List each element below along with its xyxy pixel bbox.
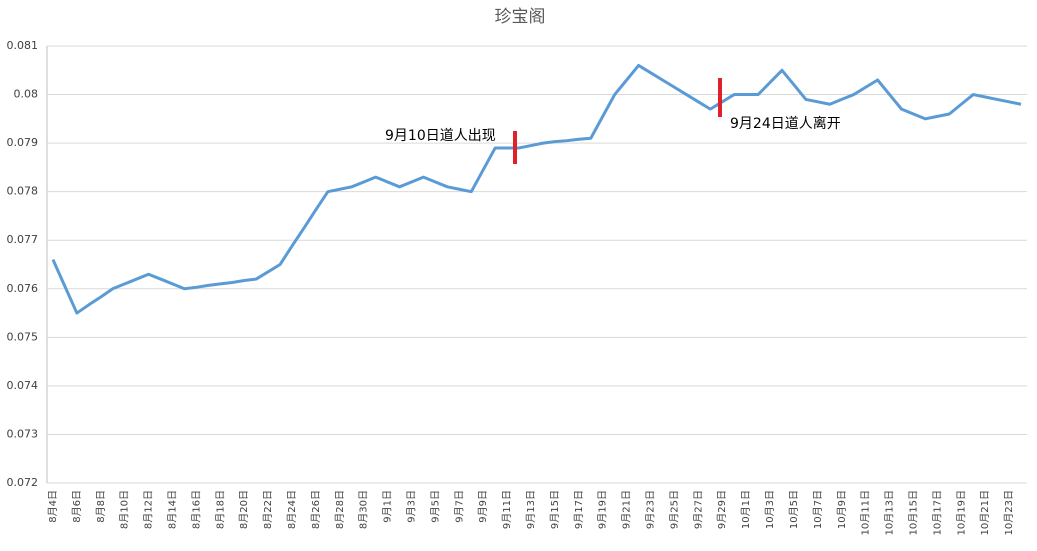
x-tick-label: 8月18日 (214, 490, 226, 529)
x-tick-label: 9月19日 (597, 490, 609, 529)
x-tick-label: 9月21日 (621, 490, 633, 529)
annotation: 9月10日道人出现 (385, 128, 496, 144)
x-tick-label: 9月7日 (453, 490, 465, 523)
x-tick-label: 10月1日 (740, 490, 752, 529)
x-tick-label: 9月15日 (549, 490, 561, 529)
x-tick-label: 8月26日 (310, 490, 322, 529)
y-tick-label: 0.078 (7, 185, 39, 198)
x-tick-label: 10月19日 (955, 490, 967, 535)
y-tick-label: 0.072 (7, 476, 39, 489)
x-tick-label: 8月28日 (334, 490, 346, 529)
y-tick-label: 0.081 (7, 39, 39, 52)
chart-title: 珍宝阁 (495, 7, 546, 27)
x-tick-label: 10月13日 (884, 490, 896, 535)
y-tick-label: 0.073 (7, 427, 39, 440)
y-tick-label: 0.08 (14, 88, 39, 101)
x-tick-label: 10月3日 (764, 490, 776, 529)
x-tick-label: 8月8日 (95, 490, 107, 523)
x-tick-label: 8月14日 (166, 490, 178, 529)
x-tick-label: 8月24日 (286, 490, 298, 529)
x-tick-label: 9月9日 (477, 490, 489, 523)
y-tick-label: 0.076 (7, 282, 39, 295)
x-tick-label: 9月27日 (692, 490, 704, 529)
x-tick-label: 9月1日 (382, 490, 394, 523)
y-tick-label: 0.077 (7, 233, 39, 246)
x-tick-label: 10月5日 (788, 490, 800, 529)
x-tick-label: 10月9日 (836, 490, 848, 529)
x-tick-label: 8月16日 (190, 490, 202, 529)
x-tick-label: 9月23日 (645, 490, 657, 529)
x-tick-label: 8月22日 (262, 490, 274, 529)
x-tick-label: 9月3日 (406, 490, 418, 523)
x-tick-label: 10月11日 (860, 490, 872, 535)
y-tick-label: 0.075 (7, 330, 39, 343)
x-tick-label: 8月10日 (119, 490, 131, 529)
x-tick-label: 10月7日 (812, 490, 824, 529)
x-tick-label: 9月29日 (716, 490, 728, 529)
x-tick-label: 10月21日 (979, 490, 991, 535)
x-tick-label: 10月17日 (931, 490, 943, 535)
x-tick-label: 8月12日 (143, 490, 155, 529)
x-tick-label: 8月6日 (71, 490, 83, 523)
x-tick-label: 9月5日 (429, 490, 441, 523)
x-tick-label: 9月25日 (668, 490, 680, 529)
x-tick-label: 9月17日 (573, 490, 585, 529)
x-tick-label: 8月30日 (358, 490, 370, 529)
x-tick-label: 9月13日 (525, 490, 537, 529)
y-tick-label: 0.074 (7, 379, 39, 392)
x-tick-label: 8月4日 (47, 490, 59, 523)
x-tick-label: 10月23日 (1003, 490, 1015, 535)
annotation: 9月24日道人离开 (730, 115, 841, 132)
y-tick-label: 0.079 (7, 136, 39, 149)
data-line (51, 63, 1022, 315)
x-tick-label: 9月11日 (501, 490, 513, 529)
x-tick-label: 10月15日 (907, 490, 919, 535)
x-tick-label: 8月20日 (238, 490, 250, 529)
